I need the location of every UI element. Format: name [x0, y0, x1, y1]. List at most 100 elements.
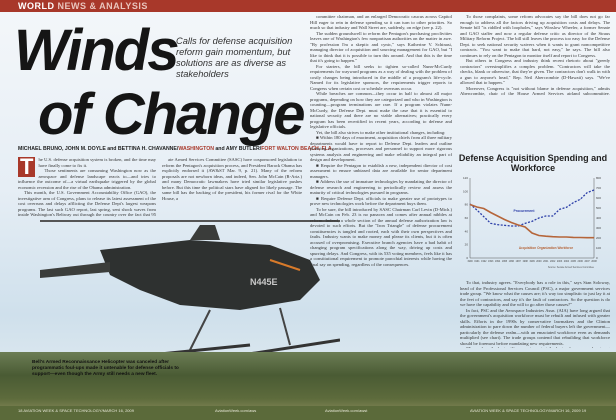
data-point — [579, 237, 581, 238]
column-1: T he U.S. defense acquisition system is … — [18, 157, 156, 217]
x-tick-label: 2007 — [584, 260, 590, 263]
x-tick-label: 2008 — [591, 260, 597, 263]
data-point — [504, 219, 505, 220]
paragraph: "To produce the best military equipment … — [460, 346, 610, 348]
x-tick-label: 2004 — [564, 260, 570, 263]
data-point — [517, 224, 519, 226]
data-point — [490, 223, 491, 224]
paragraph: ■ Within 180 days of enactment, acquisit… — [310, 135, 452, 162]
right-tick-label: 400 — [596, 216, 601, 220]
treeline-photo — [0, 352, 616, 410]
byline-and: and AMY BUTLER/ — [213, 146, 262, 152]
column-5: To that, industry agrees. "Everybody has… — [460, 280, 610, 348]
x-tick-label: 1995 — [502, 260, 508, 263]
subtitle: Calls for defense acquisition reform gai… — [176, 36, 293, 79]
footer-url-left: AviationWeek.com/aws — [215, 408, 257, 413]
data-point — [524, 226, 526, 228]
data-point — [497, 215, 498, 217]
left-tick-label: 120 — [463, 176, 468, 180]
data-point — [490, 212, 491, 213]
data-point — [531, 221, 533, 222]
section-news: NEWS & ANALYSIS — [57, 1, 148, 11]
data-point — [579, 199, 581, 200]
data-point — [552, 215, 553, 217]
paragraph: The sudden groundswell to reform the Pen… — [310, 30, 452, 64]
paragraph: Those sentiments are consuming Washingto… — [18, 168, 156, 190]
section-world: WORLD — [18, 1, 55, 11]
x-tick-label: 2005 — [571, 260, 577, 263]
helicopter-photo: N445E — [40, 200, 341, 370]
data-point — [586, 192, 588, 193]
right-tick-label: 500 — [596, 206, 601, 210]
paragraph: For starters, the bill seeks to tighten … — [310, 63, 452, 91]
paragraph: Moreover, Congress is "not without blame… — [460, 85, 610, 97]
paragraph: To those complaints, some reform advocat… — [460, 14, 610, 58]
left-tick-label: 40 — [465, 229, 469, 233]
footer-band — [0, 406, 616, 420]
right-tick-label: 300 — [596, 226, 601, 230]
right-tick-label: 200 — [596, 236, 601, 240]
paragraph: ■ Require Defense Dept. officials to mak… — [310, 195, 452, 207]
dateline-1: WASHINGTON — [178, 146, 214, 152]
data-point — [511, 222, 512, 223]
x-tick-label: 2006 — [578, 260, 584, 263]
data-point — [469, 204, 471, 205]
data-point — [524, 223, 526, 224]
x-tick-label: 2000 — [536, 260, 542, 263]
x-tick-label: 1991 — [474, 260, 480, 263]
left-tick-label: 100 — [463, 189, 468, 193]
chart-title: Defense Acquisition Spending and Workfor… — [458, 153, 608, 173]
paragraph: he U.S. defense acquisition system is br… — [38, 157, 156, 168]
left-tick-label: 20 — [465, 243, 469, 247]
paragraph: Yet, the bill also strives to make other… — [316, 129, 446, 135]
data-point — [566, 236, 567, 238]
series-line-procurement — [469, 189, 595, 227]
x-tick-label: 1994 — [495, 260, 501, 263]
x-tick-label: 1996 — [509, 260, 515, 263]
x-tick-label: 1992 — [481, 260, 487, 263]
section-label: WORLD NEWS & ANALYSIS — [18, 0, 148, 12]
right-tick-label: 600 — [596, 196, 601, 200]
data-point — [545, 215, 547, 217]
data-point — [566, 207, 567, 208]
acquisition-chart: 0 20 40 60 80 100 120 0 100 200 300 400 500 600 700 800… — [463, 176, 601, 269]
footer-right: AVIATION WEEK & SPACE TECHNOLOGY/MARCH 1… — [470, 408, 587, 413]
paragraph: ■ Address the use of immature technologi… — [310, 179, 452, 195]
column-3: committee chairman, and an enlarged Demo… — [310, 14, 452, 346]
photo-caption: Bell's Armed Reconnaissance Helicopter w… — [32, 360, 179, 377]
column-4: To those complaints, some reform advocat… — [460, 14, 610, 96]
data-point — [559, 236, 560, 238]
data-point — [511, 225, 512, 227]
data-point — [545, 235, 547, 237]
drop-cap: T — [18, 157, 36, 179]
right-tick-label: 700 — [596, 186, 601, 190]
paragraph: To be sure, the bill introduced by SASC … — [310, 206, 452, 267]
data-point — [476, 206, 478, 208]
data-point — [497, 224, 498, 225]
fuselage — [100, 240, 320, 310]
data-point — [538, 217, 540, 219]
data-point — [586, 237, 588, 238]
rotor-blade — [40, 220, 340, 222]
data-point — [552, 236, 553, 237]
data-point — [538, 235, 540, 236]
data-point — [476, 209, 478, 211]
x-tick-label: 1999 — [529, 260, 535, 263]
right-tick-label: 100 — [596, 246, 601, 250]
x-tick-label: 2002 — [550, 260, 556, 263]
paragraph: While breaches are common—they occur in … — [310, 91, 452, 129]
x-tick-label: 1993 — [488, 260, 494, 263]
data-point — [573, 237, 574, 238]
footer-url-right: AviationWeek.com/awst — [325, 408, 368, 413]
series-label: Acquisition Organization Workforce — [519, 246, 574, 250]
data-point — [593, 189, 595, 191]
paragraph: But others in Congress and industry thin… — [460, 58, 610, 85]
data-point — [483, 208, 485, 209]
paragraph: To that, industry agrees. "Everybody has… — [460, 280, 610, 307]
authors: MICHAEL BRUNO, JOHN M. DOYLE and BETTINA… — [18, 146, 179, 152]
left-tick-label: 60 — [465, 216, 469, 220]
headline-line1: Winds — [14, 18, 179, 83]
footer-left: 18 AVIATION WEEK & SPACE TECHNOLOGY/MARC… — [18, 408, 134, 413]
x-tick-label: 1998 — [522, 260, 528, 263]
headline-line2: of Change — [38, 82, 306, 147]
